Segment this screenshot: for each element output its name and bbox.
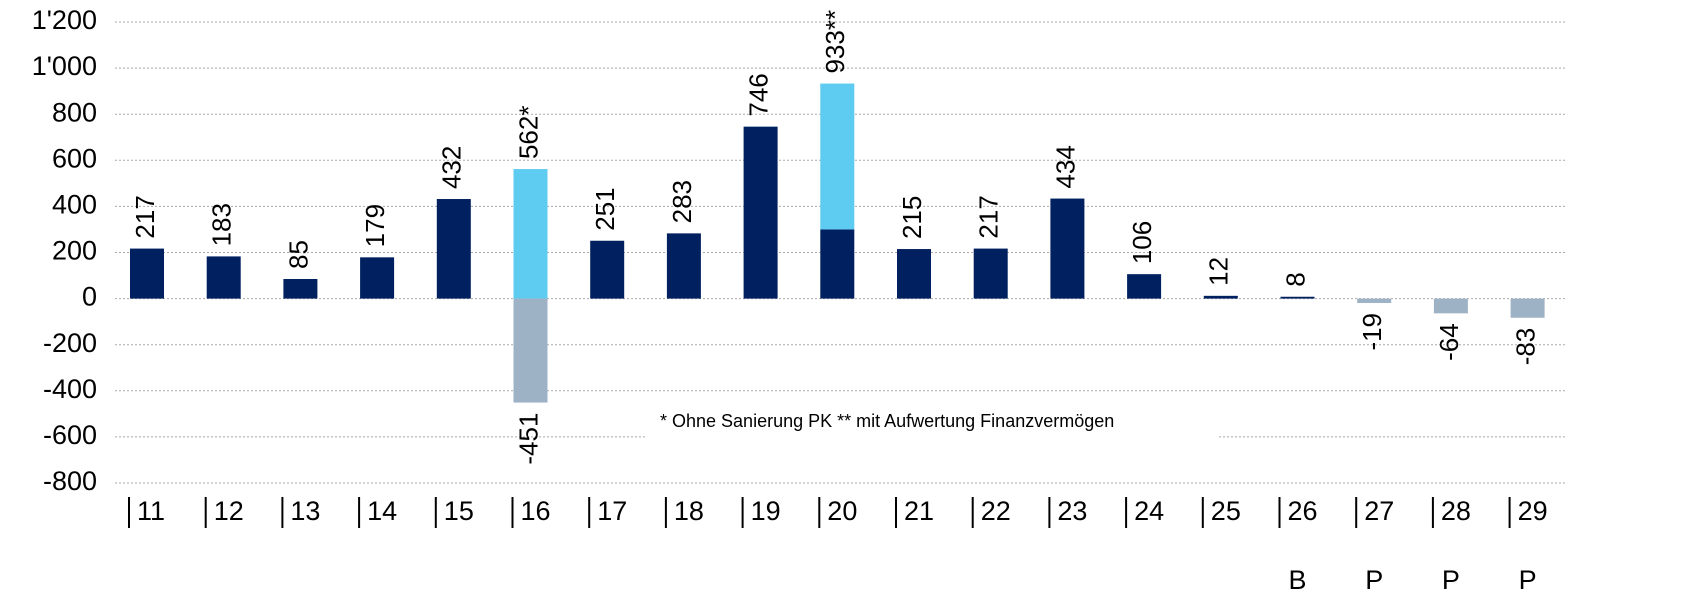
x-tick-label: 23 [1057, 496, 1087, 526]
data-label: 746 [743, 73, 773, 116]
x-tick-label: 20 [827, 496, 857, 526]
y-tick-label: 1'200 [32, 5, 97, 35]
x-tick-sublabel: P [1442, 565, 1460, 595]
x-tick-label: 17 [597, 496, 627, 526]
y-tick-label: 1'000 [32, 51, 97, 81]
bar-segment [283, 279, 318, 299]
y-tick-label: 800 [52, 97, 97, 127]
y-tick-label: -800 [43, 466, 97, 496]
data-label: 217 [130, 195, 160, 238]
data-label: -83 [1510, 328, 1540, 366]
x-tick-sublabel: B [1288, 565, 1306, 595]
bar-segment [743, 126, 778, 299]
x-tick-label: 11 [137, 496, 165, 526]
bar-segment [1203, 295, 1238, 299]
x-tick-sublabel: P [1365, 565, 1383, 595]
data-label: 183 [207, 203, 237, 246]
y-tick-label: 0 [82, 282, 97, 312]
data-label: 283 [667, 180, 697, 223]
data-label: -19 [1357, 313, 1387, 351]
x-tick-label: 24 [1134, 496, 1164, 526]
x-tick-label: 29 [1518, 496, 1548, 526]
data-label: -451 [513, 413, 543, 465]
bar-segment [206, 256, 241, 299]
x-tick-label: 19 [751, 496, 781, 526]
bar-segment [897, 249, 931, 299]
bar-segment [1127, 274, 1162, 299]
bar-segment [666, 233, 701, 299]
y-tick-label: -600 [43, 420, 97, 450]
y-tick-label: 400 [52, 190, 97, 220]
data-label: 562* [513, 106, 543, 160]
data-label: 8 [1280, 272, 1310, 286]
y-tick-label: -200 [43, 328, 97, 358]
bar-segment [820, 83, 855, 230]
x-tick-label: 26 [1288, 496, 1318, 526]
data-label: 434 [1050, 145, 1080, 188]
data-label: 217 [974, 195, 1004, 238]
x-tick-label: 16 [521, 496, 551, 526]
bar-segment [436, 199, 471, 299]
y-tick-label: 200 [52, 236, 97, 266]
x-tick-label: 25 [1211, 496, 1241, 526]
annotation: * Ohne Sanierung PK ** mit Aufwertung Fi… [660, 411, 1114, 431]
y-tick-label: -400 [43, 374, 97, 404]
data-label: 85 [283, 240, 313, 269]
x-tick-sublabel: P [1519, 565, 1537, 595]
bar-segment [513, 169, 548, 299]
x-tick-label: 27 [1364, 496, 1394, 526]
x-tick-label: 15 [444, 496, 474, 526]
x-tick-label: 22 [981, 496, 1011, 526]
bar-segment [973, 248, 1008, 299]
data-label: 12 [1204, 257, 1234, 286]
data-label: 933** [820, 10, 850, 74]
bar-segment [513, 298, 548, 403]
bar-segment [820, 229, 855, 299]
bar-segment [590, 240, 625, 299]
data-label: 432 [437, 146, 467, 189]
bar-segment [1280, 296, 1315, 299]
x-tick-label: 14 [367, 496, 397, 526]
x-tick-label: 21 [904, 496, 934, 526]
annotation-box [645, 404, 1217, 440]
bar-segment [1357, 298, 1392, 303]
bar-segment [1433, 298, 1468, 314]
bar-segment [130, 248, 164, 299]
x-tick-label: 28 [1441, 496, 1471, 526]
x-tick-label: 13 [290, 496, 320, 526]
data-label: 215 [897, 196, 927, 239]
data-label: 251 [590, 187, 620, 230]
x-tick-label: 18 [674, 496, 704, 526]
x-tick-label: 12 [214, 496, 244, 526]
bar-segment [1050, 198, 1085, 299]
data-label: 106 [1127, 221, 1157, 264]
data-label: -64 [1434, 323, 1464, 361]
bar-segment [360, 257, 395, 299]
bar-segment [1510, 298, 1545, 318]
y-tick-label: 600 [52, 143, 97, 173]
data-label: 179 [360, 204, 390, 247]
